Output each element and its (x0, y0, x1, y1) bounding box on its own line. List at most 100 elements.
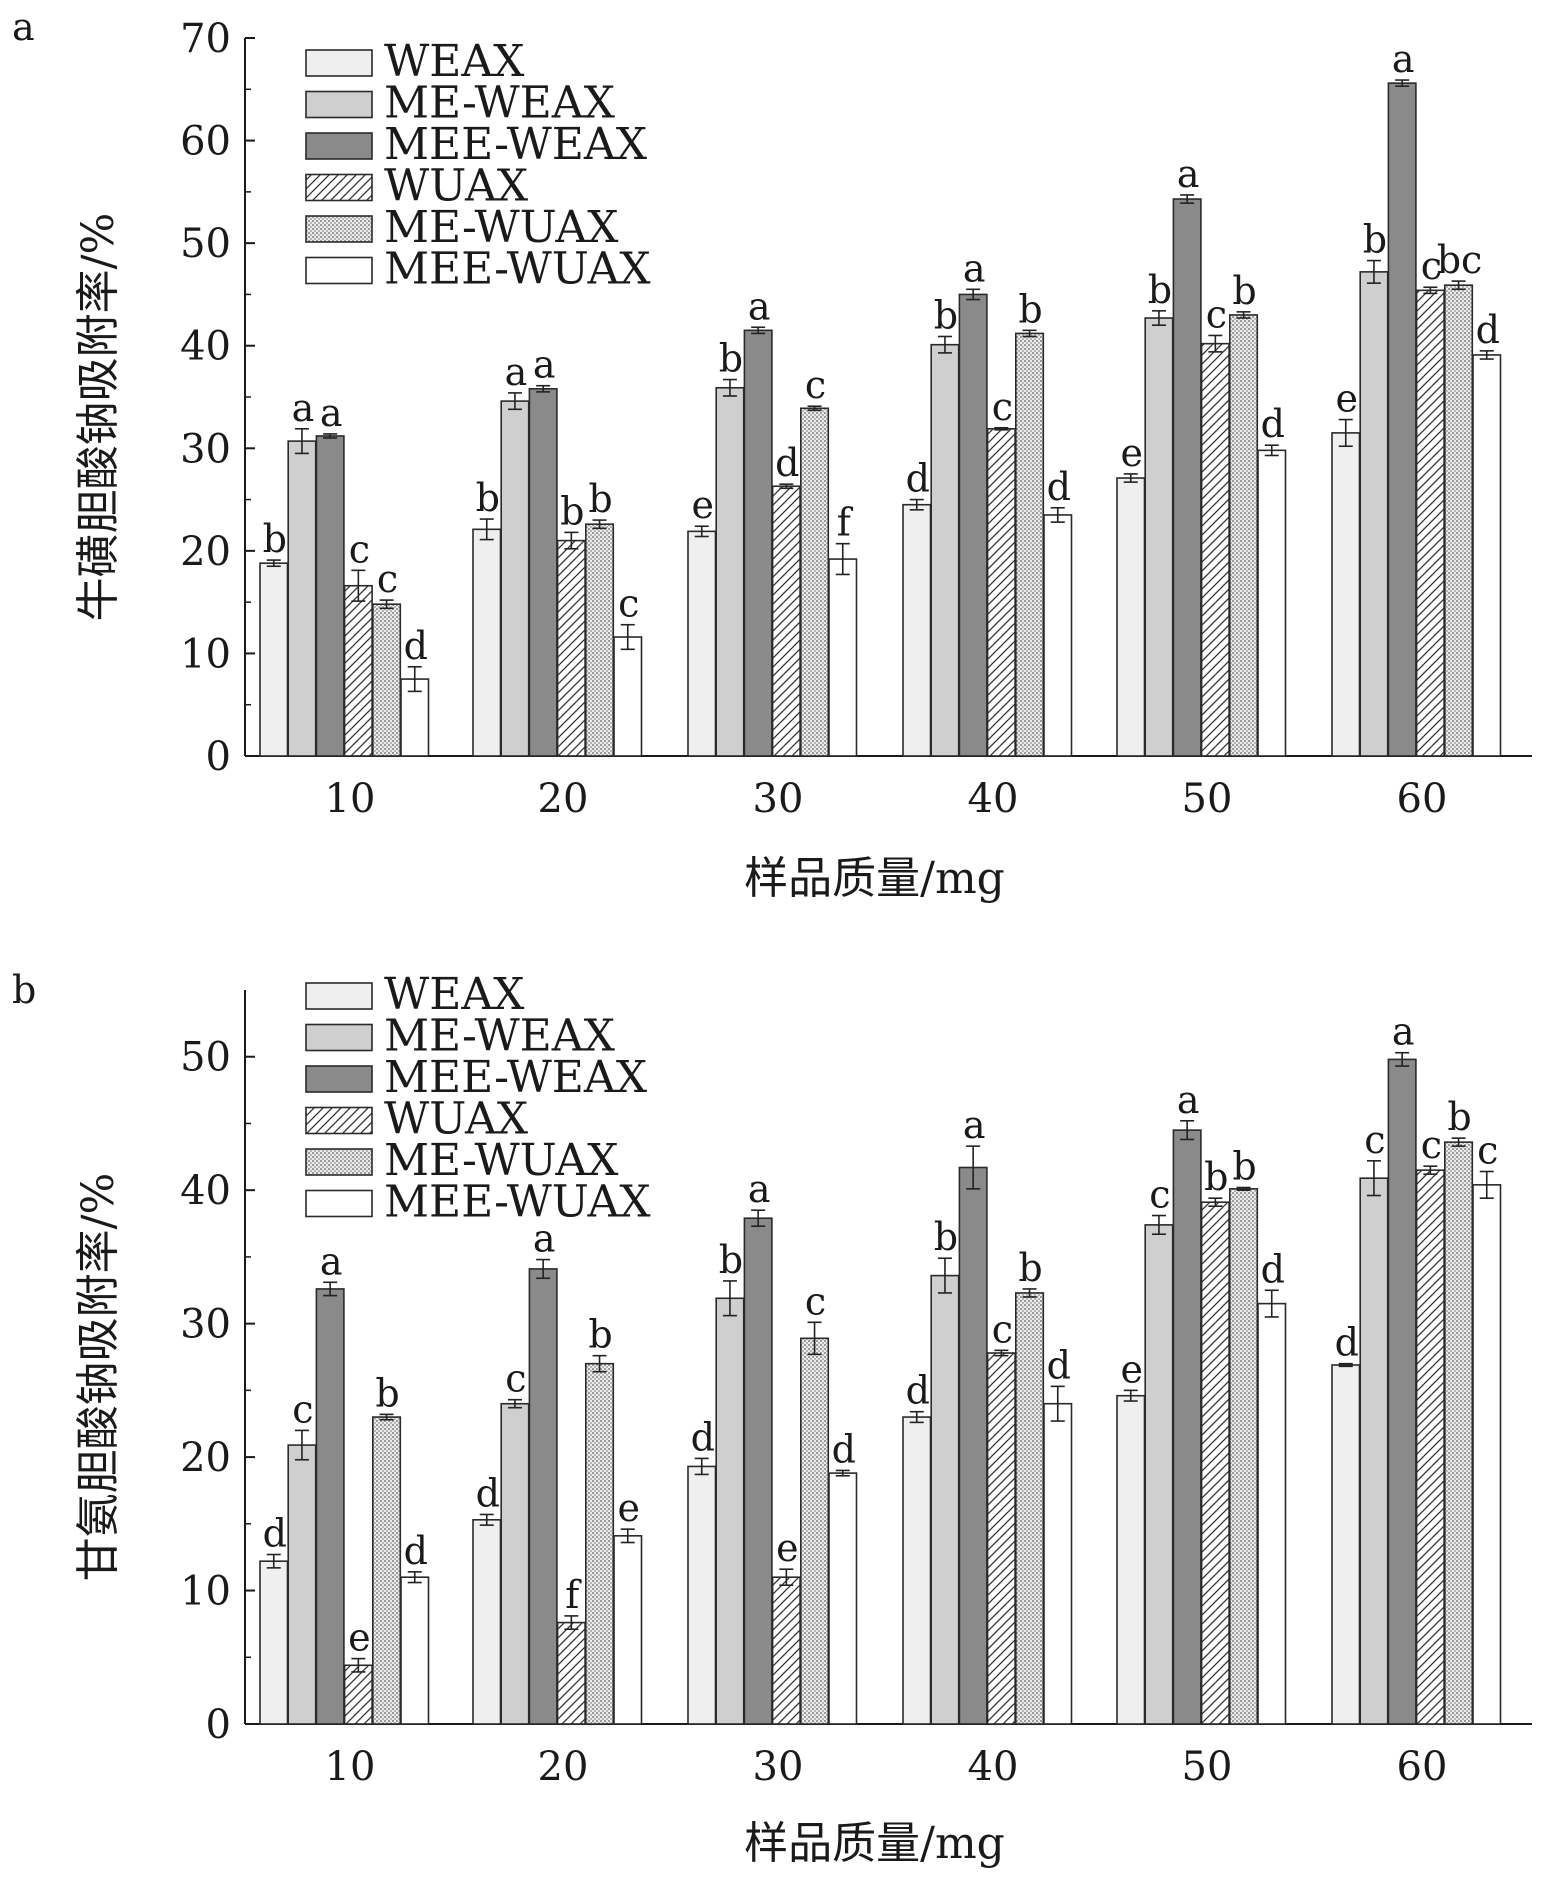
significance-letter: e (1121, 431, 1144, 475)
bar (799, 1337, 830, 1725)
bar (1257, 1302, 1287, 1725)
y-tick-label: 10 (180, 631, 231, 677)
y-tick-label: 20 (180, 529, 231, 575)
bar (1014, 332, 1045, 757)
legend-label: ME-WEAX (384, 78, 616, 129)
significance-letter: d (1261, 402, 1285, 446)
significance-letter: d (1047, 1343, 1071, 1387)
bar (613, 1535, 643, 1725)
x-tick-label: 30 (753, 776, 804, 822)
x-axis-title: 样品质量/mg (744, 1818, 1005, 1869)
significance-letter: d (476, 1471, 500, 1515)
y-tick-label: 40 (180, 324, 231, 370)
significance-letter: b (719, 337, 743, 381)
significance-letter: c (1477, 1128, 1498, 1172)
bar (687, 530, 717, 757)
significance-letter: b (719, 1238, 743, 1282)
significance-letter: d (691, 1415, 715, 1459)
significance-letter: a (533, 343, 556, 387)
legend-swatch (305, 132, 373, 160)
bar (1172, 1129, 1202, 1725)
bar (1387, 1058, 1417, 1725)
y-tick-label: 40 (180, 1168, 231, 1214)
significance-letter: c (1421, 1123, 1442, 1167)
bar (1229, 314, 1259, 757)
legend-label: MEE-WEAX (384, 1052, 648, 1103)
significance-letter: d (775, 441, 799, 485)
legend-swatch (305, 1106, 373, 1135)
significance-letter: c (805, 1279, 826, 1323)
bar (1144, 1224, 1174, 1725)
significance-letter: d (404, 1529, 428, 1573)
bar (1331, 1364, 1361, 1725)
bar (1359, 271, 1389, 757)
y-tick-label: 0 (206, 1702, 231, 1748)
bar (799, 407, 830, 757)
bar (528, 1268, 558, 1725)
chart-panel-a: a 0 10 20 30 40 50 60 70 10 20 30 40 50 60 样品质量/mg 牛磺胆酸钠… (12, 5, 1532, 904)
bar (1257, 449, 1287, 757)
bar (371, 1416, 402, 1725)
bar (687, 1465, 717, 1725)
significance-letter: e (618, 1486, 641, 1530)
bar (343, 584, 373, 757)
bar (930, 1274, 960, 1725)
significance-letter: b (263, 517, 287, 561)
bar (315, 435, 345, 757)
legend-swatch (305, 1189, 373, 1218)
legend-swatch (305, 215, 373, 243)
bar (259, 562, 289, 757)
significance-letter: c (1421, 244, 1442, 288)
bar (958, 293, 988, 757)
legend-label: ME-WUAX (384, 1135, 619, 1186)
bar (584, 1362, 615, 1725)
bar (315, 1288, 345, 1725)
bar (1200, 1201, 1230, 1725)
x-tick-label: 40 (968, 776, 1019, 822)
significance-letter: f (565, 1573, 582, 1617)
significance-letter: d (906, 457, 930, 501)
bar (715, 1297, 745, 1725)
legend-label: WEAX (384, 36, 525, 87)
bar (1387, 82, 1417, 757)
bar (400, 1576, 430, 1725)
significance-letter: bc (1437, 238, 1483, 282)
bar (287, 1444, 317, 1725)
significance-letter: d (1261, 1247, 1285, 1291)
bar (1014, 1292, 1045, 1725)
x-tick-label: 10 (325, 776, 376, 822)
bar (1043, 1402, 1073, 1725)
x-tick-label: 20 (538, 1744, 589, 1790)
y-tick-label: 50 (180, 1035, 231, 1081)
bar (986, 427, 1016, 757)
x-tick-label: 40 (968, 1744, 1019, 1790)
significance-letter: b (375, 1371, 399, 1415)
significance-letter: b (1148, 268, 1172, 312)
significance-letter: b (934, 1215, 958, 1259)
significance-letter: c (1364, 1118, 1385, 1162)
bar (472, 528, 502, 757)
bar (1043, 514, 1073, 757)
bar (1359, 1177, 1389, 1725)
significance-letter: c (505, 1357, 526, 1401)
bar (343, 1664, 373, 1725)
y-tick-label: 20 (180, 1435, 231, 1481)
significance-letter: a (505, 350, 528, 394)
x-tick-label: 50 (1182, 776, 1233, 822)
significance-letter: a (1392, 37, 1415, 81)
bar (1472, 1184, 1502, 1725)
legend-label: ME-WUAX (384, 202, 619, 253)
significance-letter: b (1363, 218, 1387, 262)
legend-swatch (305, 173, 373, 202)
bar (1172, 198, 1202, 757)
y-tick-label: 10 (180, 1569, 231, 1615)
